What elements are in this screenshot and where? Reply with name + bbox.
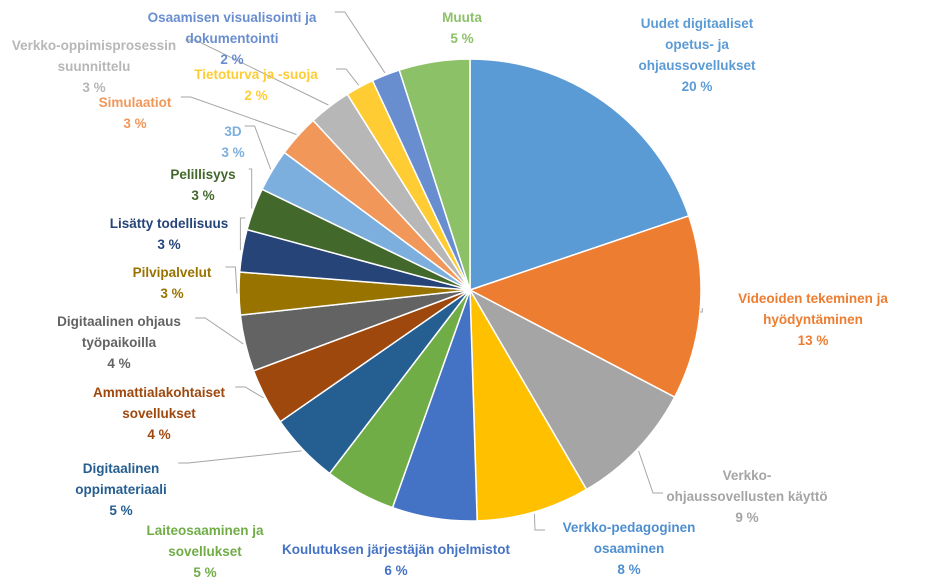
slice-name-label: Laiteosaaminen ja [146, 523, 264, 538]
slice-label: Verkko-oppimisprosessin suunnittelu 3 % [12, 38, 176, 95]
slice-value-label: 3 % [160, 286, 183, 301]
slice-label: Digitaalinen oppimateriaali 5 % [75, 461, 167, 518]
slice-label: Lisätty todellisuus 3 % [110, 216, 229, 252]
leader-line [225, 266, 238, 294]
slice-name-label: Lisätty todellisuus [110, 216, 229, 231]
slice-name-label: oppimateriaali [75, 482, 167, 497]
slice-value-label: 3 % [123, 116, 146, 131]
slice-name-label: Muuta [442, 10, 482, 25]
slice-label: 3D 3 % [221, 124, 244, 160]
slice-label: Pelillisyys 3 % [170, 167, 235, 203]
slice-name-label: Videoiden tekeminen ja [738, 291, 888, 306]
slice-name-label: työpaikoilla [82, 335, 157, 350]
leader-lines [178, 11, 703, 531]
slice-value-label: 13 % [798, 333, 829, 348]
slice-label: Videoiden tekeminen ja hyödyntäminen 13 % [738, 291, 888, 348]
slice-name-label: ohjaussovellusten käyttö [666, 489, 827, 504]
leader-line [180, 96, 297, 135]
slice-name-label: suunnittelu [58, 59, 131, 74]
slice-name-label: ohjaussovellukset [638, 58, 756, 73]
leader-line [178, 450, 302, 464]
slice-label: Muuta 5 % [442, 10, 482, 46]
slice-name-label: osaaminen [594, 541, 665, 556]
leader-line [195, 317, 244, 345]
slice-name-label: Digitaalinen ohjaus [57, 314, 181, 329]
slice-label: Verkko-ohjaussovellusten käyttö 9 % [666, 468, 827, 525]
slice-name-label: Verkko- [723, 468, 772, 483]
slice-value-label: 2 % [244, 88, 267, 103]
slice-name-label: Koulutuksen järjestäjän ohjelmistot [282, 542, 511, 557]
slice-value-label: 9 % [735, 510, 758, 525]
slice-name-label: Osaamisen visualisointi ja [148, 10, 317, 25]
pie-slice [469, 58, 690, 292]
slice-name-label: opetus- ja [665, 37, 729, 52]
slice-name-label: Pilvipalvelut [133, 265, 212, 280]
slice-value-label: 2 % [220, 52, 243, 67]
slice-name-label: 3D [224, 124, 242, 139]
slice-value-label: 20 % [682, 79, 713, 94]
leader-line [336, 68, 360, 86]
slice-name-label: hyödyntäminen [763, 312, 863, 327]
slice-label: Simulaatiot 3 % [99, 95, 172, 131]
pie-slice [469, 289, 588, 522]
slice-value-label: 3 % [191, 188, 214, 203]
pie-slices [238, 58, 702, 522]
slice-label: Laiteosaaminen ja sovellukset 5 % [146, 523, 264, 580]
leader-line [533, 513, 545, 531]
pie-slice [398, 58, 471, 291]
slice-value-label: 5 % [193, 565, 216, 580]
pie-slice [468, 288, 676, 491]
slice-value-label: 8 % [617, 562, 640, 577]
slice-name-label: Simulaatiot [99, 95, 172, 110]
slice-value-label: 6 % [384, 563, 407, 578]
slice-value-label: 4 % [107, 356, 130, 371]
slice-name-label: dokumentointi [186, 31, 279, 46]
pie-slice [468, 214, 702, 399]
slice-value-label: 3 % [82, 80, 105, 95]
slice-label: Tietoturva ja -suoja 2 % [194, 67, 318, 103]
slice-value-label: 4 % [147, 427, 170, 442]
slice-name-label: sovellukset [168, 544, 242, 559]
slice-label: Koulutuksen järjestäjän ohjelmistot 6 % [282, 542, 511, 578]
leader-line [248, 168, 253, 209]
slice-label: Pilvipalvelut 3 % [133, 265, 212, 301]
leader-line [244, 125, 272, 170]
slice-label: Uudet digitaaliset opetus- ja ohjaussovell… [638, 16, 756, 94]
slice-name-label: Uudet digitaaliset [641, 16, 754, 31]
slice-labels: Uudet digitaaliset opetus- ja ohjaussovell… [12, 10, 889, 580]
slice-value-label: 5 % [450, 31, 473, 46]
slice-label: Digitaalinen ohjaus työpaikoilla 4 % [57, 314, 181, 371]
slice-value-label: 3 % [157, 237, 180, 252]
slice-name-label: Verkko-pedagoginen [563, 520, 696, 535]
slice-name-label: Pelillisyys [170, 167, 235, 182]
slice-name-label: Ammattialakohtaiset [93, 385, 226, 400]
leader-line [334, 11, 386, 74]
slice-label: Ammattialakohtaiset sovellukset 4 % [93, 385, 226, 442]
slice-label: Verkko-pedagoginen osaaminen 8 % [563, 520, 696, 577]
slice-name-label: sovellukset [122, 406, 196, 421]
slice-name-label: Digitaalinen [83, 461, 160, 476]
slice-label: Osaamisen visualisointi ja dokumentointi 2… [148, 10, 317, 67]
leader-line [700, 308, 703, 313]
leader-line [638, 450, 663, 494]
slice-name-label: Tietoturva ja -suoja [194, 67, 318, 82]
leader-line [239, 217, 246, 251]
slice-value-label: 3 % [221, 145, 244, 160]
leader-line [235, 386, 264, 399]
slice-value-label: 5 % [109, 503, 132, 518]
leader-line [185, 39, 329, 106]
slice-name-label: Verkko-oppimisprosessin [12, 38, 176, 53]
